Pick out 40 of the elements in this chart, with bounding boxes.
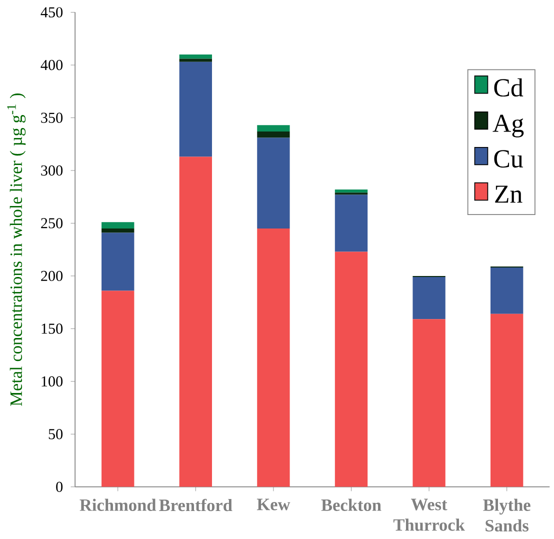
bar <box>412 319 446 487</box>
bar <box>179 156 212 487</box>
bar <box>102 232 134 291</box>
x-tick-label: Beckton <box>321 498 382 512</box>
x-tick-label: Kew <box>256 498 290 510</box>
legend-label: Ag <box>492 114 524 138</box>
x-tick-label: Richmond <box>80 498 156 512</box>
bar <box>490 268 524 314</box>
legend-label: Cd <box>494 78 524 97</box>
bar <box>412 277 446 320</box>
legend-label: Zn <box>495 186 522 203</box>
bar <box>179 54 212 59</box>
y-tick-label: 150 <box>42 324 63 334</box>
legend-label: Cu <box>494 150 523 168</box>
y-tick-label: 350 <box>41 112 63 123</box>
bar <box>490 314 524 487</box>
y-tick-label: 100 <box>42 376 63 387</box>
y-tick-label: 400 <box>40 60 63 70</box>
bar <box>179 62 212 157</box>
x-tick-label: Brentford <box>159 498 232 512</box>
y-tick-label: 300 <box>41 166 63 176</box>
y-tick-label: 250 <box>41 218 63 228</box>
bar <box>102 222 134 229</box>
bar <box>257 132 290 138</box>
y-tick-label: 200 <box>41 270 63 282</box>
bar <box>334 194 368 252</box>
bar <box>257 125 290 132</box>
bar <box>334 190 368 193</box>
bar <box>257 138 290 229</box>
x-tick-label: West Thurrock <box>393 498 465 531</box>
bar <box>334 252 368 487</box>
y-tick-label: 50 <box>48 429 63 440</box>
y-tick-label: 450 <box>40 7 63 18</box>
bar <box>257 228 290 487</box>
bar <box>179 58 212 62</box>
y-axis-title: Metal concentrations in whole liver ( µg g$^{-1}$ ) <box>7 94 26 406</box>
x-tick-label: Blythe Sands <box>483 498 530 532</box>
bar <box>102 228 134 233</box>
bar <box>102 290 134 487</box>
y-tick-label: 0 <box>56 482 63 492</box>
